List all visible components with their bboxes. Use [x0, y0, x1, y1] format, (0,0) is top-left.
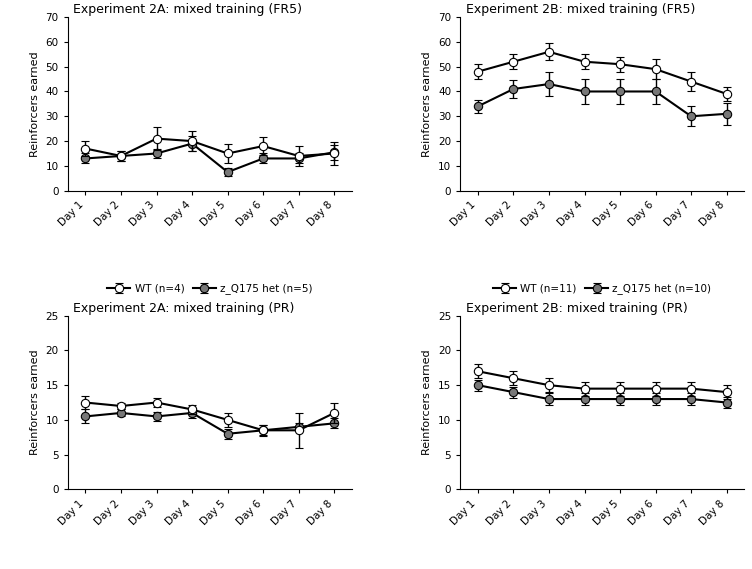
- Text: Experiment 2B: mixed training (PR): Experiment 2B: mixed training (PR): [465, 302, 687, 315]
- Legend: WT (n=4), z_Q175 het (n=5): WT (n=4), z_Q175 het (n=5): [103, 279, 317, 299]
- Y-axis label: Reinforcers earned: Reinforcers earned: [423, 51, 432, 156]
- Y-axis label: Reinforcers earned: Reinforcers earned: [423, 350, 432, 455]
- Y-axis label: Reinforcers earned: Reinforcers earned: [30, 51, 40, 156]
- Legend: WT (n=11), z_Q175 het (n=10): WT (n=11), z_Q175 het (n=10): [490, 279, 715, 299]
- Text: Experiment 2B: mixed training (FR5): Experiment 2B: mixed training (FR5): [465, 3, 695, 16]
- Text: Experiment 2A: mixed training (FR5): Experiment 2A: mixed training (FR5): [74, 3, 302, 16]
- Y-axis label: Reinforcers earned: Reinforcers earned: [30, 350, 40, 455]
- Text: Experiment 2A: mixed training (PR): Experiment 2A: mixed training (PR): [74, 302, 295, 315]
